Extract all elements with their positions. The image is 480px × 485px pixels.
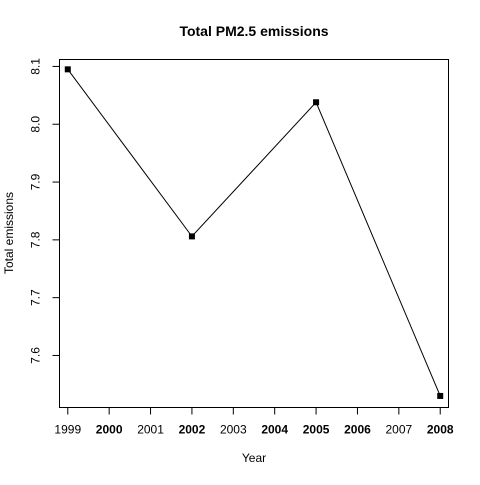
plot-area-frame (59, 59, 449, 408)
x-tick-label: 2005 (303, 423, 330, 437)
data-point-marker (313, 99, 320, 106)
y-tick-label: 7.7 (29, 289, 43, 306)
x-tick-label: 2000 (96, 423, 123, 437)
x-tick-label: 1999 (54, 423, 81, 437)
data-point-marker (437, 392, 444, 399)
x-tick-label: 2004 (261, 423, 288, 437)
y-axis-label: Total emissions (2, 192, 16, 274)
y-axis: 7.6 7.7 7.8 7.9 8.0 8.1 (29, 58, 60, 364)
y-tick-label: 8.1 (29, 58, 43, 75)
x-axis: 1999 2000 2001 2002 2003 2004 2005 2006 2007 2008 (54, 407, 454, 437)
data-point-marker (188, 233, 195, 240)
series-layer (64, 66, 444, 399)
chart-title: Total PM2.5 emissions (179, 23, 328, 39)
series-line (67, 69, 441, 397)
y-tick-label: 7.6 (29, 347, 43, 364)
y-tick-label: 8.0 (29, 116, 43, 133)
x-tick-label: 2001 (137, 423, 164, 437)
data-point-marker (64, 66, 71, 73)
x-tick-label: 2003 (220, 423, 247, 437)
x-tick-label: 2007 (385, 423, 412, 437)
x-axis-label: Year (242, 451, 266, 465)
x-tick-label: 2002 (179, 423, 206, 437)
y-tick-label: 7.9 (29, 173, 43, 190)
x-tick-label: 2006 (344, 423, 371, 437)
y-tick-label: 7.8 (29, 231, 43, 248)
x-tick-label: 2008 (427, 423, 454, 437)
